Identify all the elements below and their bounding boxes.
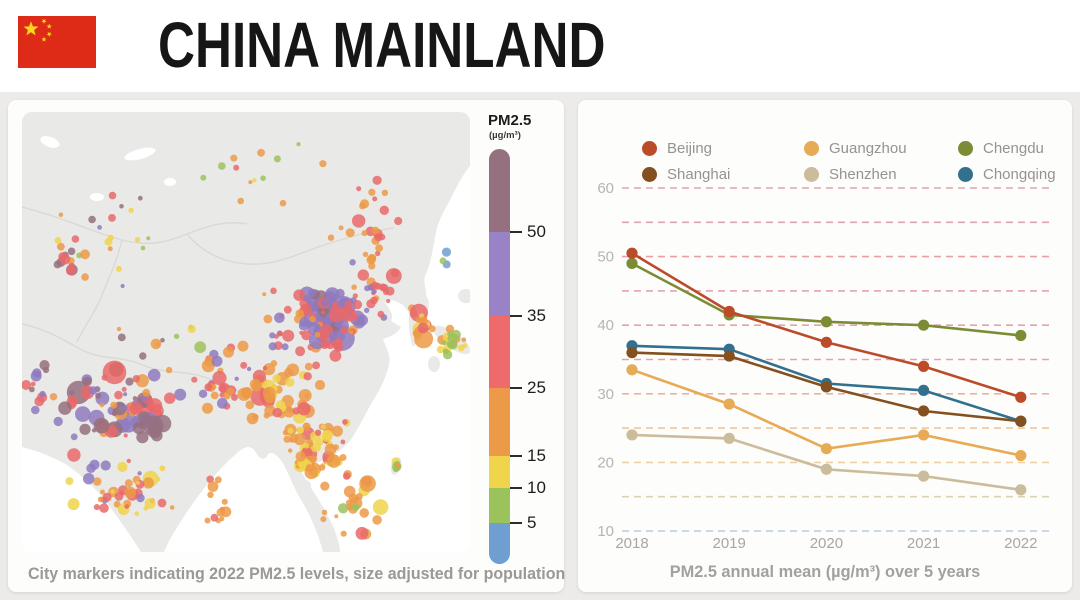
legend-dot-guangzhou [804, 141, 819, 156]
svg-text:10: 10 [597, 523, 614, 540]
svg-text:2018: 2018 [615, 535, 648, 552]
colorbar-tick [510, 315, 522, 317]
legend-item-chongqing: Chongqing [958, 166, 1056, 183]
colorbar-segment-15-25 [489, 388, 510, 456]
colorbar-title: PM2.5 [488, 112, 532, 129]
legend-label: Shanghai [667, 166, 731, 183]
svg-text:40: 40 [597, 317, 614, 334]
page-title: CHINA MAINLAND [158, 9, 606, 81]
colorbar-tick-label: 35 [527, 306, 546, 325]
colorbar-segment->50 [489, 149, 510, 232]
series-beijing [626, 247, 1027, 403]
colorbar-segment-10-15 [489, 456, 510, 488]
colorbar-segment-<5 [489, 523, 510, 564]
svg-text:20: 20 [597, 454, 614, 471]
legend-dot-chongqing [958, 167, 973, 182]
legend-label: Chengdu [983, 140, 1044, 157]
legend-label: Guangzhou [829, 140, 907, 157]
legend-item-chengdu: Chengdu [958, 140, 1044, 157]
series-chengdu [626, 257, 1027, 342]
chart-panel: Beijing Guangzhou Chengdu Shanghai Shenzhen C… [578, 100, 1072, 592]
chart-y-axis-labels: 10 20 30 40 50 60 [597, 180, 614, 540]
map-lakes [40, 136, 176, 201]
svg-text:2019: 2019 [713, 535, 746, 552]
pm25-trend-chart: 10 20 30 40 50 60 2018 2019 2020 2021 2022 [597, 180, 1050, 552]
map-panel: PM2.5 (µg/m³) 50 35 25 15 10 5 City markers i… [8, 100, 566, 592]
chart-caption: PM2.5 annual mean (µg/m³) over 5 years [669, 562, 981, 581]
legend-label: Chongqing [983, 166, 1056, 183]
legend-label: Beijing [667, 140, 713, 157]
colorbar-tick [510, 487, 522, 489]
legend-item-shenzhen: Shenzhen [804, 166, 897, 183]
colorbar-unit: (µg/m³) [489, 130, 521, 141]
series-guangzhou [626, 364, 1027, 462]
colorbar-tick [510, 522, 522, 524]
colorbar-segment-25-35 [489, 316, 510, 388]
map-city-dots [22, 142, 468, 540]
map-layers [22, 112, 470, 552]
colorbar-tick [510, 231, 522, 233]
colorbar-tick-label: 5 [527, 513, 537, 532]
colorbar: PM2.5 (µg/m³) 50 35 25 15 10 5 [486, 112, 562, 564]
legend-dot-chengdu [958, 141, 973, 156]
colorbar-scale: 50 35 25 15 10 5 [489, 149, 546, 564]
legend-dot-shanghai [642, 167, 657, 182]
legend-dot-shenzhen [804, 167, 819, 182]
colorbar-tick-label: 50 [527, 222, 546, 241]
legend-dot-beijing [642, 141, 657, 156]
svg-text:50: 50 [597, 249, 614, 266]
header: CHINA MAINLAND [0, 0, 1080, 92]
colorbar-tick [510, 387, 522, 389]
svg-text:2021: 2021 [907, 535, 940, 552]
svg-text:30: 30 [597, 386, 614, 403]
chart-legend: Beijing Guangzhou Chengdu Shanghai Shenzhen C… [578, 116, 1072, 183]
colorbar-segment-35-50 [489, 232, 510, 316]
series-shanghai [626, 347, 1027, 427]
series-shenzhen [626, 429, 1027, 496]
colorbar-tick-label: 25 [527, 378, 546, 397]
colorbar-tick-label: 10 [527, 478, 546, 497]
pm25-city-map [22, 112, 470, 552]
chart-gridlines [622, 187, 1050, 532]
map-caption: City markers indicating 2022 PM2.5 level… [28, 564, 566, 583]
svg-text:60: 60 [597, 180, 614, 197]
chart-x-axis-labels: 2018 2019 2020 2021 2022 [615, 535, 1037, 552]
legend-label: Shenzhen [829, 166, 897, 183]
legend-item-beijing: Beijing [642, 140, 712, 157]
colorbar-segment-5-10 [489, 488, 510, 523]
colorbar-tick-label: 15 [527, 446, 546, 465]
svg-text:2022: 2022 [1004, 535, 1037, 552]
legend-item-guangzhou: Guangzhou [804, 140, 907, 157]
legend-item-shanghai: Shanghai [642, 166, 730, 183]
colorbar-tick [510, 455, 522, 457]
svg-text:2020: 2020 [810, 535, 843, 552]
china-flag-icon [18, 16, 96, 68]
